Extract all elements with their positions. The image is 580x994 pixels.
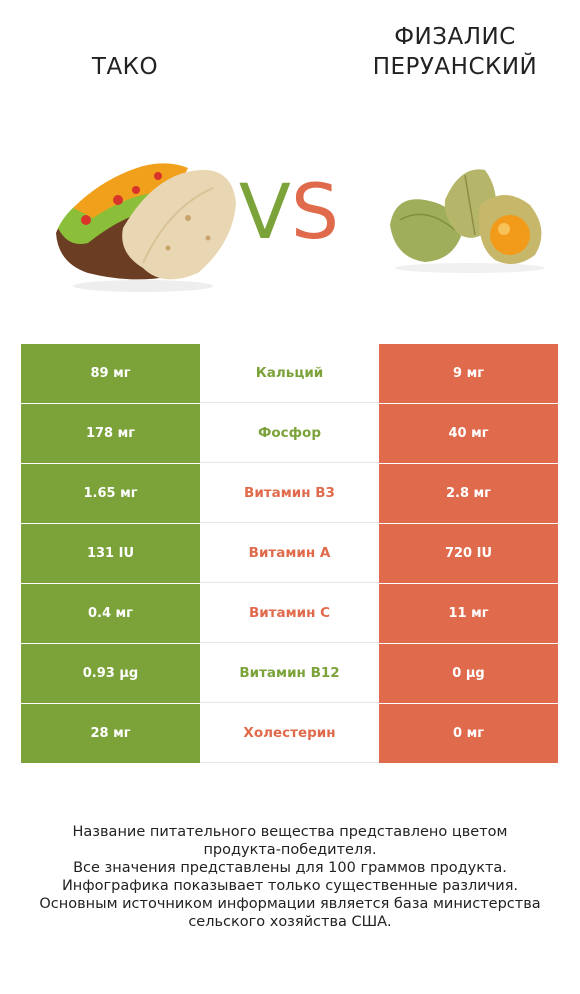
table-row: 0.4 мг Витамин C 11 мг (21, 584, 558, 644)
left-value: 0.4 мг (21, 584, 200, 643)
right-value: 0 мг (379, 704, 558, 763)
nutrient-name: Витамин B12 (200, 644, 379, 703)
vs-s: S (290, 167, 340, 256)
left-value: 89 мг (21, 344, 200, 403)
table-row: 1.65 мг Витамин B3 2.8 мг (21, 464, 558, 524)
table-row: 89 мг Кальций 9 мг (21, 344, 558, 404)
left-food-title: ТАКО (91, 54, 159, 80)
vs-label: VS (224, 162, 354, 262)
table-row: 28 мг Холестерин 0 мг (21, 704, 558, 764)
physalis-image (390, 169, 545, 273)
nutrient-name: Витамин C (200, 584, 379, 643)
right-value: 11 мг (379, 584, 558, 643)
table-row: 131 IU Витамин A 720 IU (21, 524, 558, 584)
right-food-title: ФИЗАЛИС ПЕРУАНСКИЙ (340, 22, 570, 82)
taco-image (56, 163, 236, 292)
table-row: 0.93 µg Витамин B12 0 µg (21, 644, 558, 704)
right-value: 40 мг (379, 404, 558, 463)
right-value: 2.8 мг (379, 464, 558, 523)
right-value: 0 µg (379, 644, 558, 703)
right-food-title-line2: ПЕРУАНСКИЙ (372, 54, 538, 80)
footer-line: сельского хозяйства США. (188, 914, 392, 930)
table-row: 178 мг Фосфор 40 мг (21, 404, 558, 464)
footer-notes: Название питательного вещества представл… (10, 823, 570, 931)
nutrient-name: Холестерин (200, 704, 379, 763)
right-value: 9 мг (379, 344, 558, 403)
left-value: 28 мг (21, 704, 200, 763)
nutrient-name: Витамин A (200, 524, 379, 583)
footer-line: Название питательного вещества представл… (72, 824, 508, 840)
footer-line: Инфографика показывает только существенн… (61, 878, 519, 894)
right-value: 720 IU (379, 524, 558, 583)
comparison-table: 89 мг Кальций 9 мг 178 мг Фосфор 40 мг 1.65 мг… (21, 344, 558, 764)
footer-line: Все значения представлены для 100 граммо… (73, 860, 507, 876)
nutrient-name: Кальций (200, 344, 379, 403)
left-value: 178 мг (21, 404, 200, 463)
nutrient-name: Фосфор (200, 404, 379, 463)
vs-v: V (238, 167, 291, 256)
left-value: 0.93 µg (21, 644, 200, 703)
right-food-title-line1: ФИЗАЛИС (394, 24, 516, 50)
left-value: 131 IU (21, 524, 200, 583)
footer-line: Основным источником информации является … (39, 896, 541, 912)
left-value: 1.65 мг (21, 464, 200, 523)
footer-line: продукта-победителя. (203, 842, 377, 858)
nutrient-name: Витамин B3 (200, 464, 379, 523)
